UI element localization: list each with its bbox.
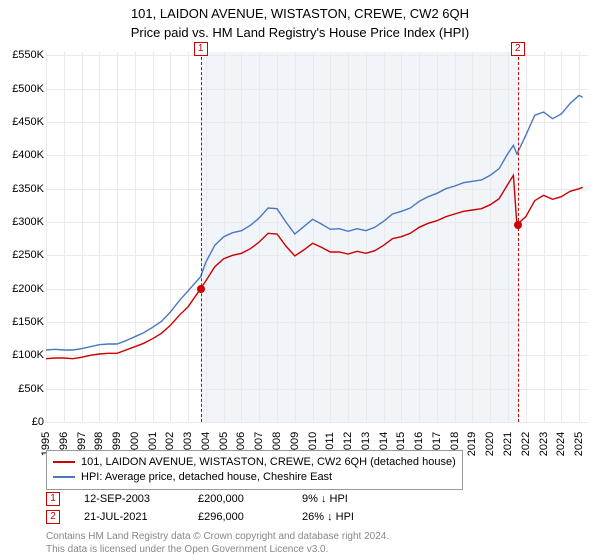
line-plot (46, 52, 588, 422)
transaction-marker-1: 1 (46, 492, 60, 506)
chart-title: 101, LAIDON AVENUE, WISTASTON, CREWE, CW… (0, 0, 600, 23)
y-axis-label: £250K (12, 249, 44, 261)
legend-label-hpi: HPI: Average price, detached house, Ches… (81, 470, 332, 485)
legend-swatch-property (53, 461, 75, 463)
x-axis-label: 2020 (484, 432, 496, 456)
transactions-table: 1 12-SEP-2003 £200,000 9% ↓ HPI 2 21-JUL… (46, 490, 354, 526)
marker-line-2 (518, 52, 519, 422)
legend: 101, LAIDON AVENUE, WISTASTON, CREWE, CW… (46, 450, 463, 490)
transaction-marker-2: 2 (46, 510, 60, 524)
transaction-delta: 9% ↓ HPI (302, 493, 348, 505)
y-axis-label: £550K (12, 49, 44, 61)
attribution: Contains HM Land Registry data © Crown c… (46, 530, 389, 556)
x-axis-label: 2019 (466, 432, 478, 456)
legend-item-hpi: HPI: Average price, detached house, Ches… (53, 470, 456, 485)
y-axis-label: £200K (12, 283, 44, 295)
x-axis-label: 2023 (538, 432, 550, 456)
series-line-hpi (46, 95, 583, 350)
y-axis-label: £400K (12, 149, 44, 161)
transaction-date: 12-SEP-2003 (84, 493, 174, 505)
legend-label-property: 101, LAIDON AVENUE, WISTASTON, CREWE, CW… (81, 455, 456, 470)
plot-area: 12 (46, 52, 588, 422)
attribution-line2: This data is licensed under the Open Gov… (46, 543, 389, 556)
y-axis-label: £450K (12, 116, 44, 128)
transaction-delta: 26% ↓ HPI (302, 511, 354, 523)
marker-point-1 (197, 285, 205, 293)
y-axis-label: £0 (32, 416, 44, 428)
transaction-price: £200,000 (198, 493, 278, 505)
y-axis-label: £350K (12, 183, 44, 195)
y-axis-label: £150K (12, 316, 44, 328)
grid-line-horizontal (46, 422, 588, 423)
y-axis-label: £500K (12, 83, 44, 95)
marker-line-1 (201, 52, 202, 422)
marker-box-1: 1 (194, 42, 208, 56)
x-axis-label: 2022 (520, 432, 532, 456)
transaction-row: 1 12-SEP-2003 £200,000 9% ↓ HPI (46, 490, 354, 508)
series-line-property (46, 175, 583, 358)
marker-box-2: 2 (511, 42, 525, 56)
y-axis-label: £300K (12, 216, 44, 228)
y-axis-label: £50K (18, 383, 44, 395)
x-axis-label: 2024 (555, 432, 567, 456)
legend-swatch-hpi (53, 476, 75, 478)
x-axis-label: 2021 (502, 432, 514, 456)
transaction-date: 21-JUL-2021 (84, 511, 174, 523)
transaction-price: £296,000 (198, 511, 278, 523)
attribution-line1: Contains HM Land Registry data © Crown c… (46, 530, 389, 543)
y-axis-label: £100K (12, 349, 44, 361)
chart-subtitle: Price paid vs. HM Land Registry's House … (0, 23, 600, 42)
marker-point-2 (514, 221, 522, 229)
legend-item-property: 101, LAIDON AVENUE, WISTASTON, CREWE, CW… (53, 455, 456, 470)
x-axis-label: 2025 (573, 432, 585, 456)
transaction-row: 2 21-JUL-2021 £296,000 26% ↓ HPI (46, 508, 354, 526)
